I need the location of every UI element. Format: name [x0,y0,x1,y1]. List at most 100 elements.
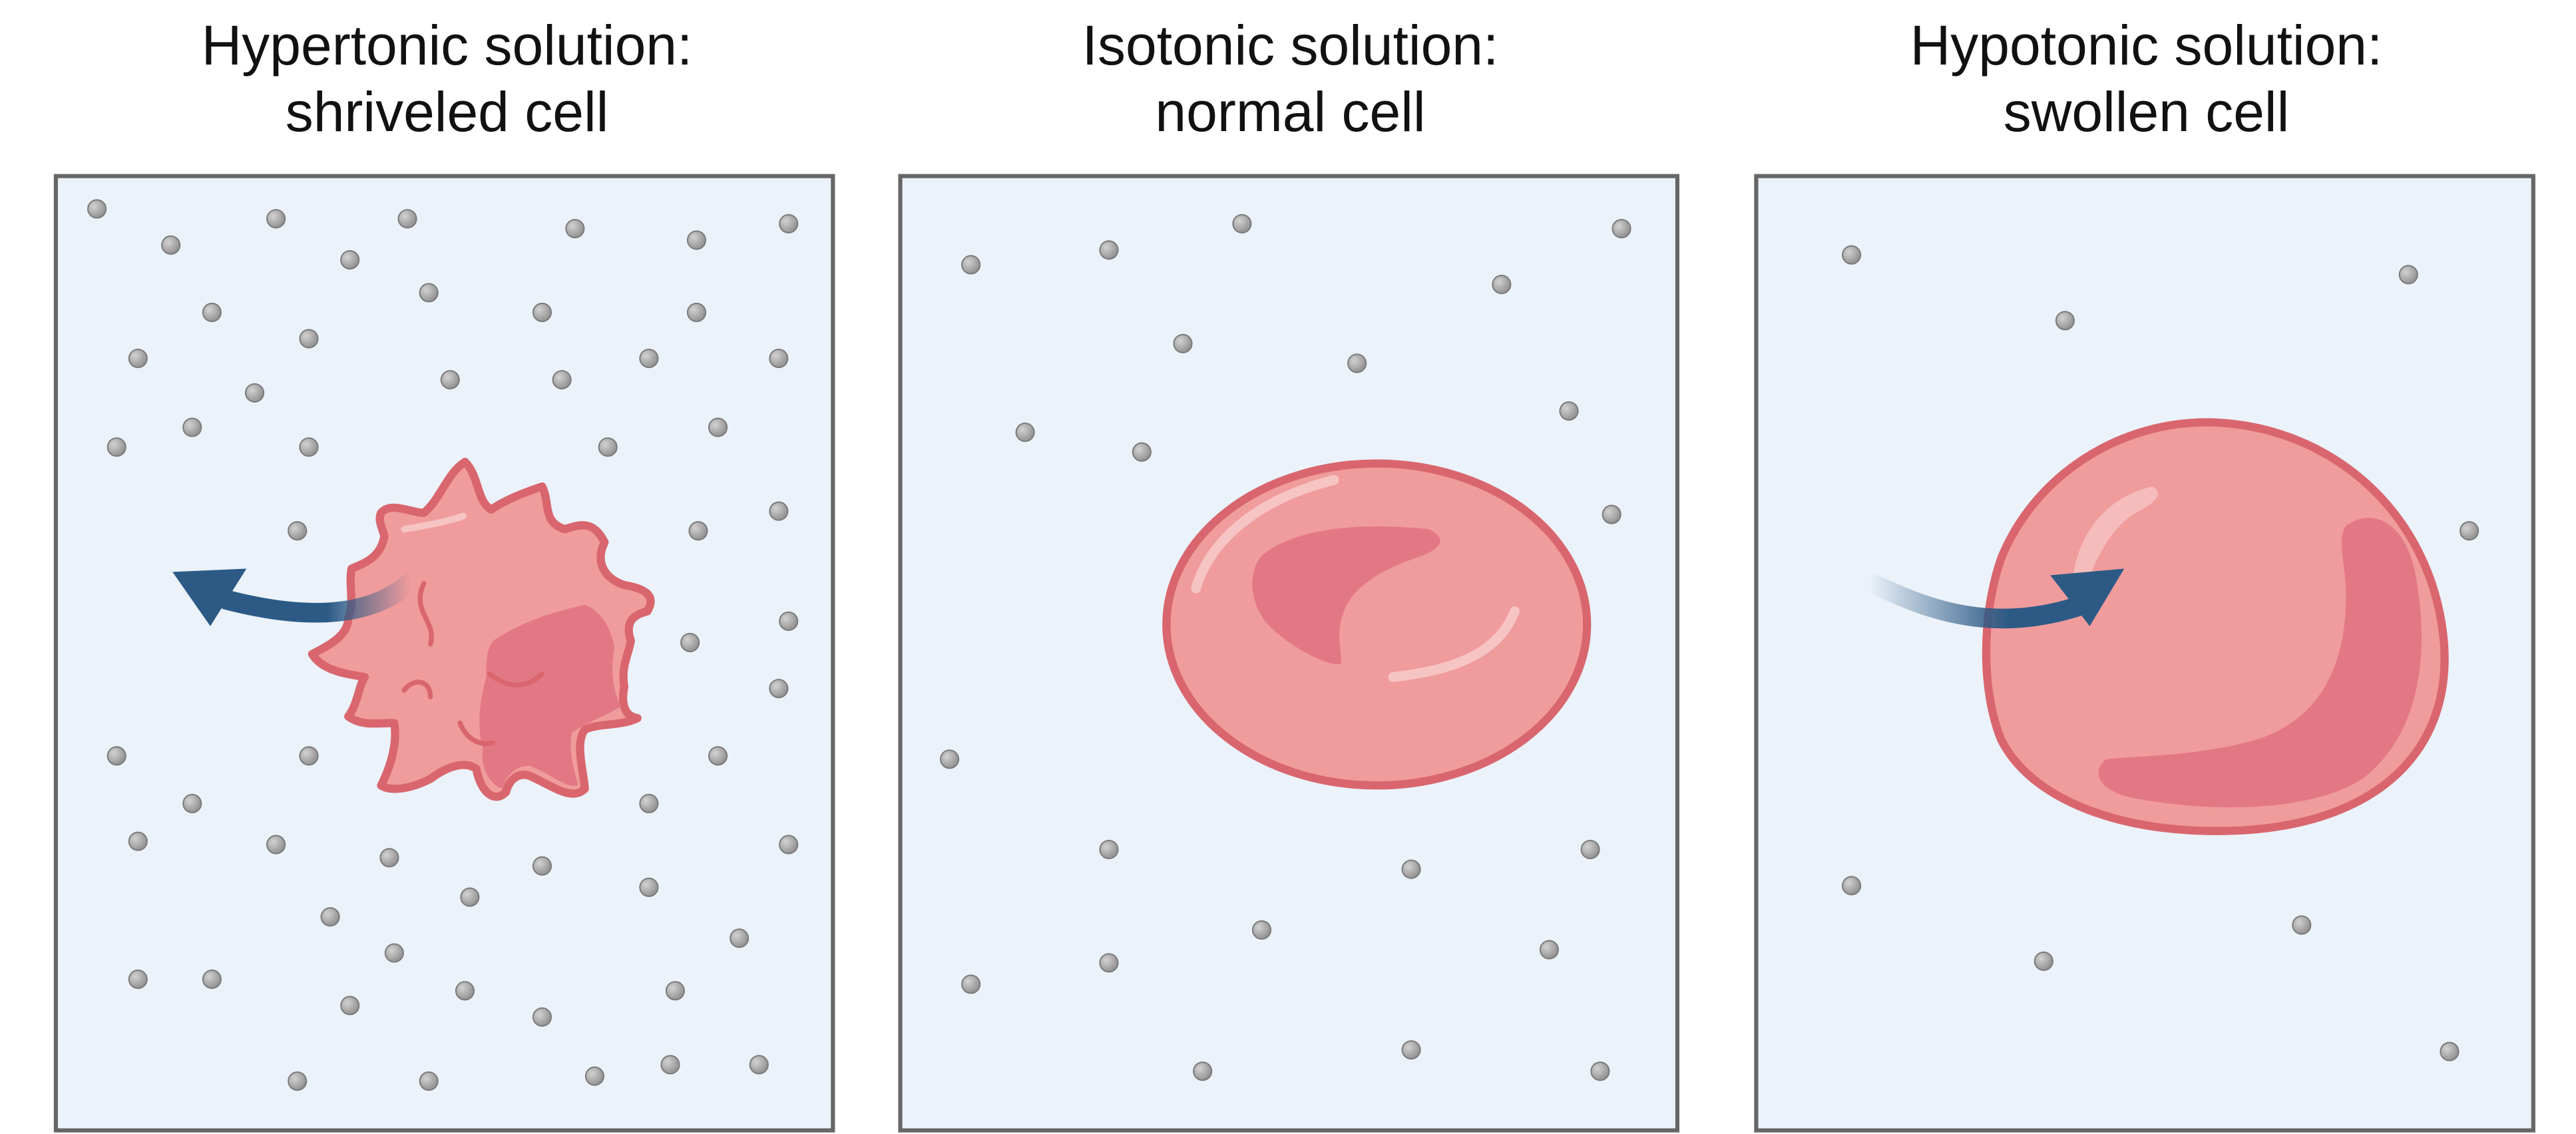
solute-particle [1539,940,1559,960]
solute-particle [1611,219,1631,239]
normal-cell [1162,459,1592,790]
solute-particle [2398,265,2418,285]
solute-particle [1347,353,1367,373]
solute-particle [532,856,552,876]
solute-particle [128,969,148,990]
isotonic-title-line2: normal cell [1155,81,1426,143]
solute-particle [2292,915,2312,935]
solute-particle [779,214,799,234]
hypotonic-title-line1: Hypotonic solution: [1910,14,2383,77]
solute-particle [1559,401,1579,421]
solute-particle [419,1071,439,1091]
hypertonic-panel [53,174,835,1133]
solute-particle [1842,876,1862,896]
solute-particle [688,521,708,541]
solute-particle [419,283,439,303]
solute-particle [161,235,181,255]
solute-particle [708,746,728,766]
solute-particle [87,199,107,219]
solute-particle [440,370,460,390]
solute-particle [288,1071,308,1091]
solute-particle [1251,920,1272,940]
solute-particle [299,329,319,349]
solute-particle [320,907,340,927]
solute-particle [340,250,360,270]
solute-particle [1580,839,1600,860]
solute-particle [940,749,960,769]
solute-particle [455,981,475,1001]
normal-cell-center [1252,526,1440,665]
swollen-cell-shadow [2098,518,2422,808]
solute-particle [128,348,148,369]
solute-particle [397,209,417,229]
solute-particle [2440,1041,2460,1061]
solute-particle [686,302,707,323]
solute-particle [288,521,308,541]
solute-particle [202,969,222,990]
water-in-arrowhead [2050,568,2125,626]
solute-particle [532,302,552,323]
solute-particle [639,877,659,897]
solute-particle [202,302,222,323]
solute-particle [730,928,750,948]
solute-particle [779,835,799,854]
water-in-arrow [1862,568,2125,629]
solute-particle [1015,423,1035,443]
solute-particle [1099,839,1119,860]
solute-particle [2460,521,2479,541]
hypotonic-title: Hypotonic solution: swollen cell [1755,12,2537,145]
solute-particle [532,1007,552,1027]
water-out-arrow [172,568,421,626]
solute-particle [182,793,202,813]
solute-particle [299,746,319,766]
solute-particle [460,887,480,907]
hypertonic-solute-particles [87,199,799,1091]
solute-particle [769,679,789,699]
solute-particle [1590,1061,1610,1081]
solute-particle [1232,214,1252,234]
solute-particle [1173,333,1193,353]
solute-particle [584,1066,605,1086]
solute-particle [182,417,202,437]
solute-particle [639,793,659,813]
water-out-arrowhead [172,568,247,626]
solute-particle [379,848,399,868]
solute-particle [107,437,126,457]
shriveled-cell-shadow [479,604,621,789]
solute-particle [961,974,981,994]
solute-particle [1132,442,1152,462]
solute-particle [708,417,728,437]
hypertonic-title: Hypertonic solution: shriveled cell [56,12,838,145]
normal-cell-body [1162,459,1592,790]
solute-particle [2055,311,2075,331]
solute-particle [665,981,685,1001]
hypotonic-panel [1754,174,2535,1133]
solute-particle [565,219,585,239]
shriveled-cell-creases [401,580,545,746]
solute-particle [769,501,789,521]
solute-particle [1401,859,1421,879]
shriveled-cell-highlight [401,512,467,533]
solute-particle [1401,1040,1421,1060]
hypertonic-title-line1: Hypertonic solution: [201,14,693,77]
solute-particle [769,348,789,369]
solute-particle [961,255,981,275]
solute-particle [749,1055,769,1075]
solute-particle [1842,245,1862,265]
solute-particle [552,370,572,390]
hypertonic-title-line2: shriveled cell [285,81,609,143]
solute-particle [384,943,404,963]
solute-particle [1492,274,1512,295]
solute-particle [244,383,265,403]
normal-cell-highlight [1191,474,1339,594]
solute-particle [1602,504,1621,524]
solute-particle [1099,240,1119,260]
isotonic-title-line1: Isotonic solution: [1082,14,1499,77]
hypotonic-title-line2: swollen cell [2003,81,2290,143]
solute-particle [779,611,799,632]
solute-particle [2034,951,2053,971]
isotonic-title: Isotonic solution: normal cell [899,12,1681,145]
solute-particle [266,209,286,229]
normal-cell-highlight-lower [1388,606,1520,682]
